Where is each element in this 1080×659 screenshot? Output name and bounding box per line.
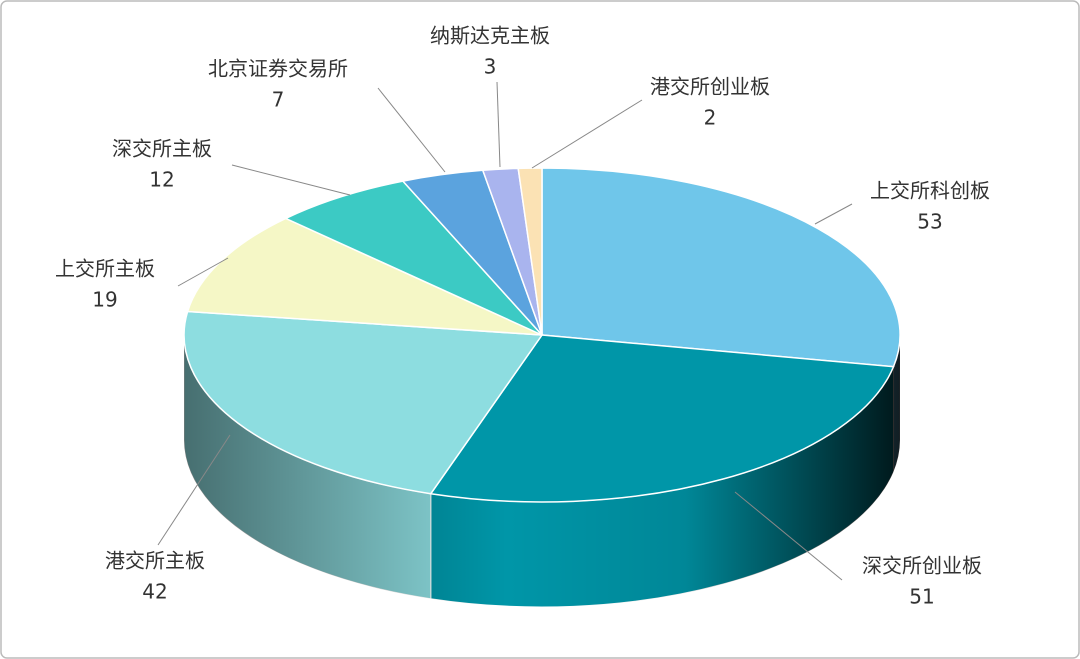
- labels: 上交所科创板 53 深交所创业板 51 港交所主板 42 上交所主板 19 深交所主板 12 北京证…: [55, 24, 990, 609]
- category-label: 北京证券交易所: [208, 57, 348, 81]
- value-label: 2: [704, 106, 717, 130]
- slice: [283, 180, 543, 336]
- value-label: 53: [917, 210, 942, 234]
- tops: [183, 167, 901, 503]
- value-label: 3: [484, 55, 497, 79]
- value-label: 42: [142, 580, 167, 604]
- slice: [429, 334, 895, 503]
- category-label: 港交所创业板: [650, 75, 770, 99]
- leader-line: [177, 257, 229, 287]
- leader-line: [496, 81, 501, 168]
- slice: [517, 167, 543, 336]
- side-shading: [184, 335, 900, 607]
- category-label: 港交所主板: [105, 549, 205, 573]
- category-label: 上交所科创板: [870, 179, 990, 203]
- sides: [183, 334, 901, 608]
- slice: [183, 310, 544, 495]
- category-label: 纳斯达克主板: [430, 24, 550, 48]
- leader-line: [377, 87, 446, 173]
- value-label: 7: [272, 88, 285, 112]
- category-label: 深交所主板: [112, 137, 212, 161]
- leader-line: [734, 491, 843, 581]
- leader-line: [157, 434, 231, 546]
- category-label: 深交所创业板: [862, 554, 982, 578]
- value-label: 19: [92, 288, 117, 312]
- leader-line: [531, 99, 643, 169]
- slice: [186, 217, 543, 336]
- leader-line: [814, 203, 853, 225]
- category-label: 上交所主板: [55, 257, 155, 281]
- slice: [541, 167, 901, 368]
- value-label: 12: [149, 168, 174, 192]
- value-label: 51: [909, 585, 934, 609]
- leader-line: [231, 164, 351, 196]
